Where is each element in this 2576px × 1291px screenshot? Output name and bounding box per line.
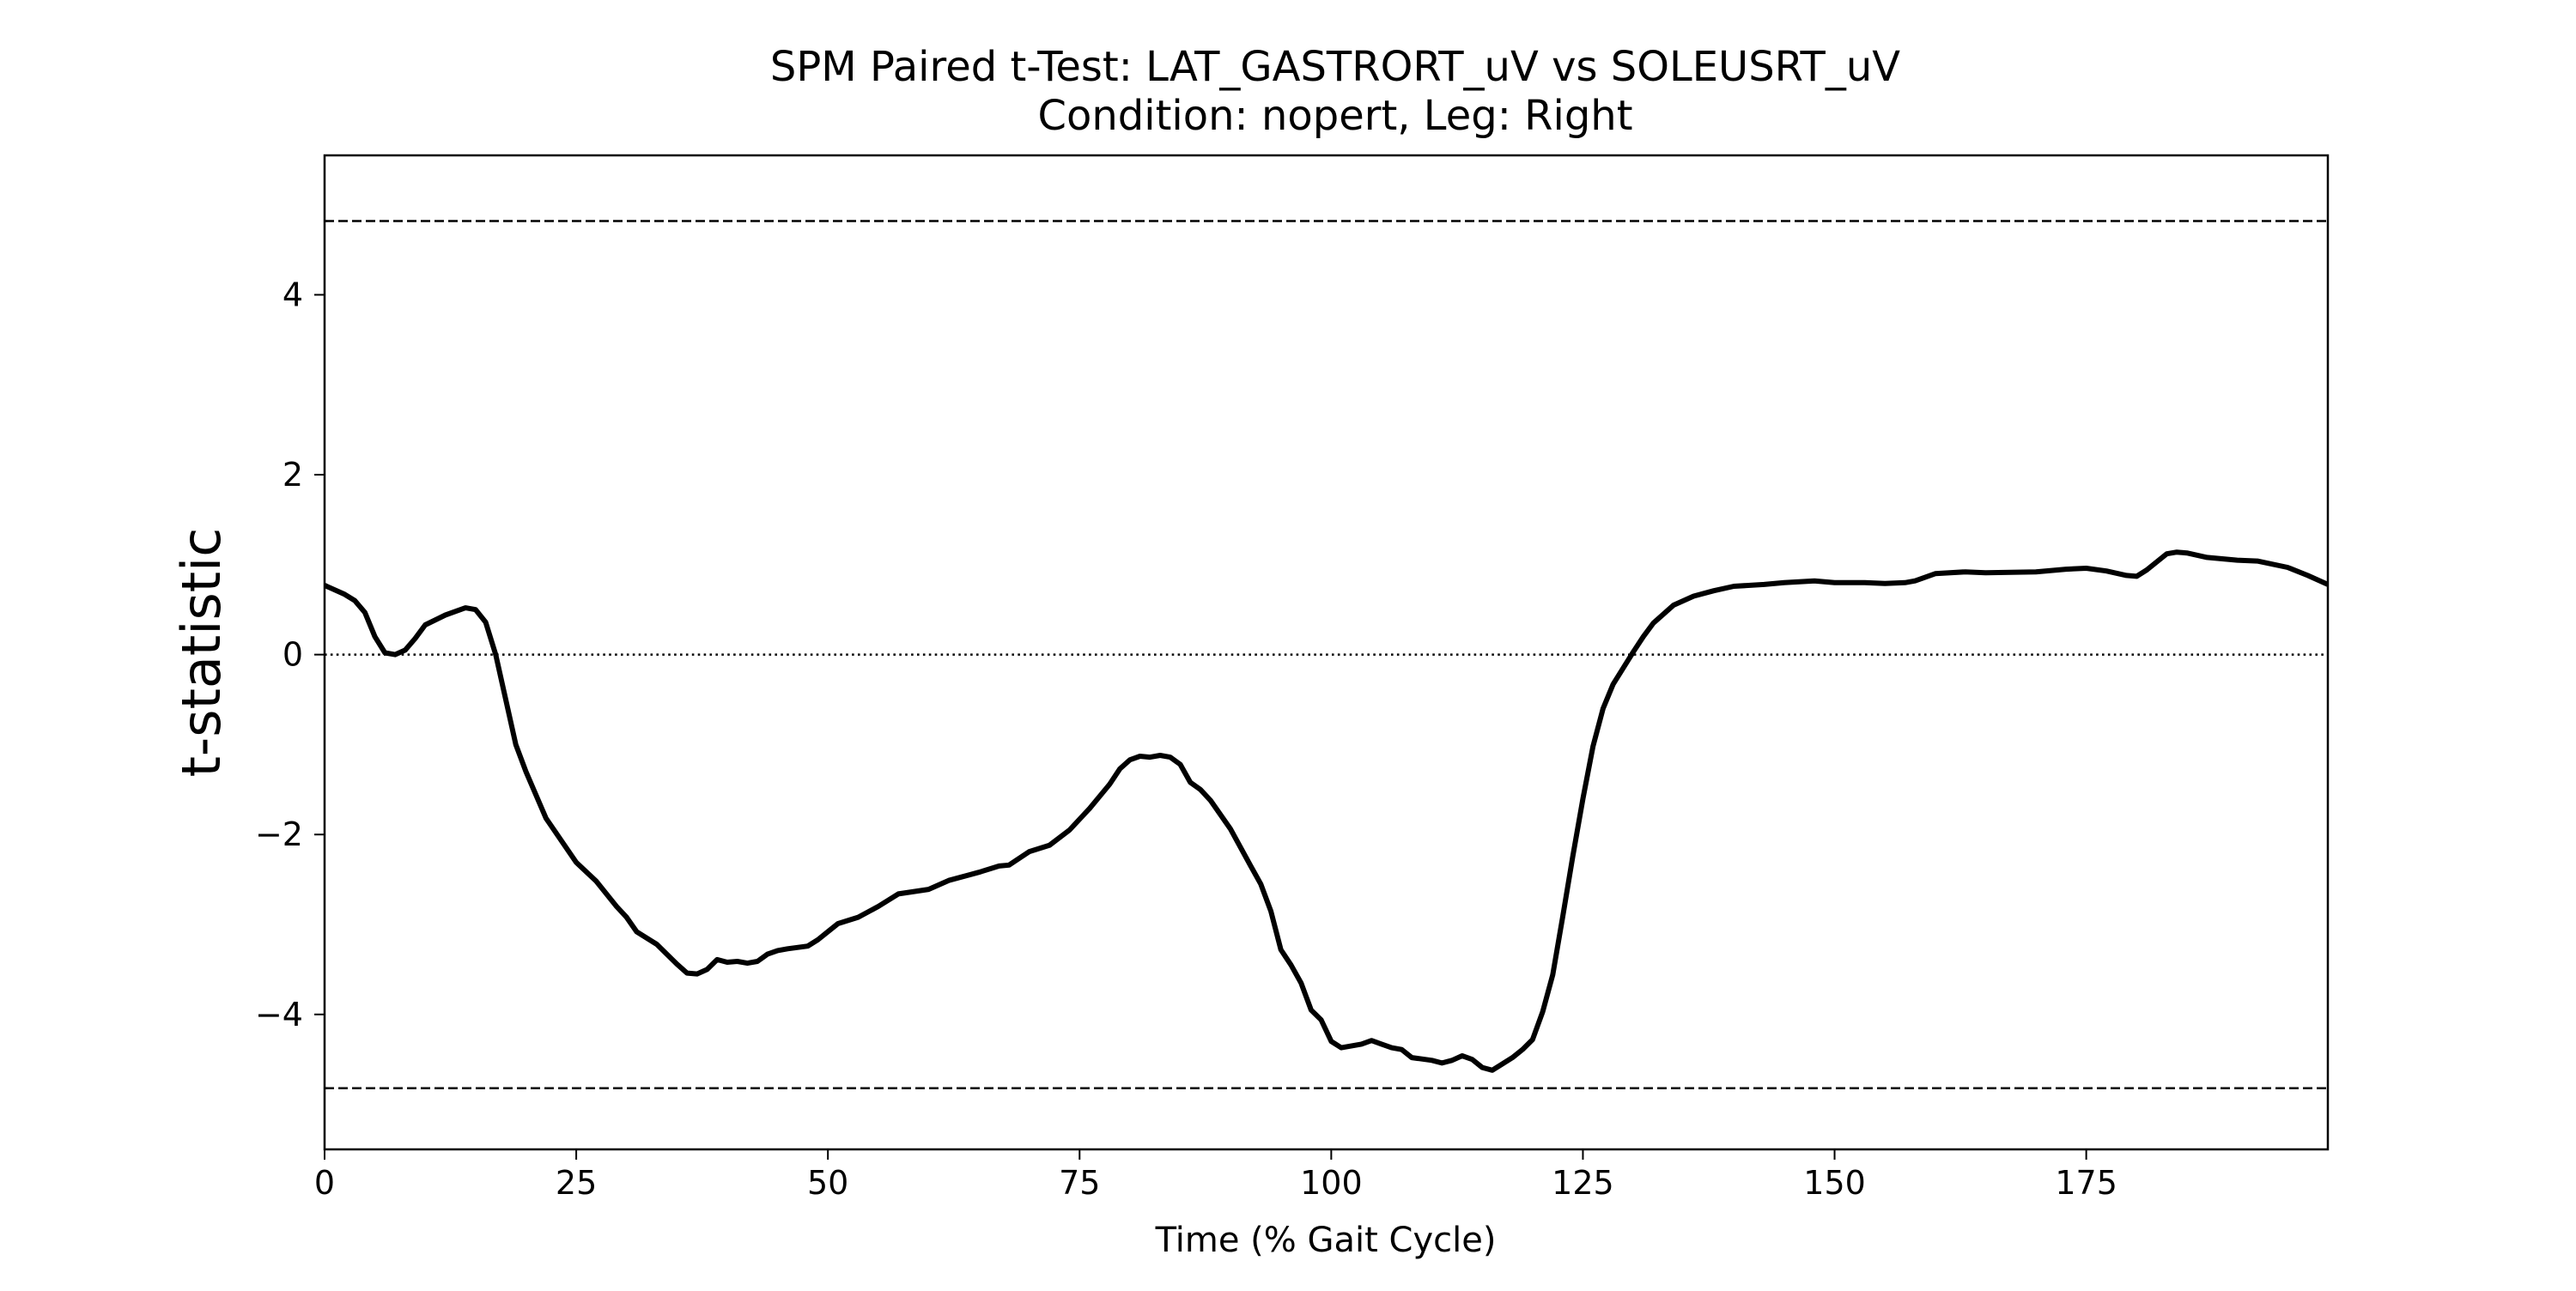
- y-axis: −4 −2 0 2 4: [255, 276, 325, 1033]
- y-axis-label: t-statistic: [170, 528, 233, 778]
- series-group: [325, 549, 2328, 1073]
- x-tick-label: 25: [556, 1164, 597, 1202]
- chart-title: SPM Paired t-Test: LAT_GASTRORT_uV vs SO…: [770, 43, 1900, 91]
- x-tick-label: 150: [1803, 1164, 1866, 1202]
- y-tick-label: 2: [283, 456, 303, 494]
- y-tick-label: −2: [255, 815, 303, 853]
- t-statistic-line: [325, 549, 2328, 1073]
- x-tick-label: 100: [1300, 1164, 1363, 1202]
- x-tick-label: 125: [1552, 1164, 1614, 1202]
- y-tick-label: −4: [255, 996, 303, 1033]
- reference-lines: [325, 220, 2328, 1090]
- chart-subtitle: Condition: nopert, Leg: Right: [1037, 92, 1632, 140]
- plot-frame: [323, 154, 2330, 1151]
- x-axis: 0 25 50 75 100 125 150 175: [314, 1149, 2117, 1202]
- x-tick-label: 175: [2055, 1164, 2117, 1202]
- x-tick-label: 0: [314, 1164, 335, 1202]
- x-tick-label: 75: [1059, 1164, 1100, 1202]
- y-tick-label: 0: [283, 636, 303, 674]
- x-axis-label: Time (% Gait Cycle): [1155, 1221, 1497, 1260]
- x-tick-label: 50: [807, 1164, 848, 1202]
- y-tick-label: 4: [283, 276, 303, 313]
